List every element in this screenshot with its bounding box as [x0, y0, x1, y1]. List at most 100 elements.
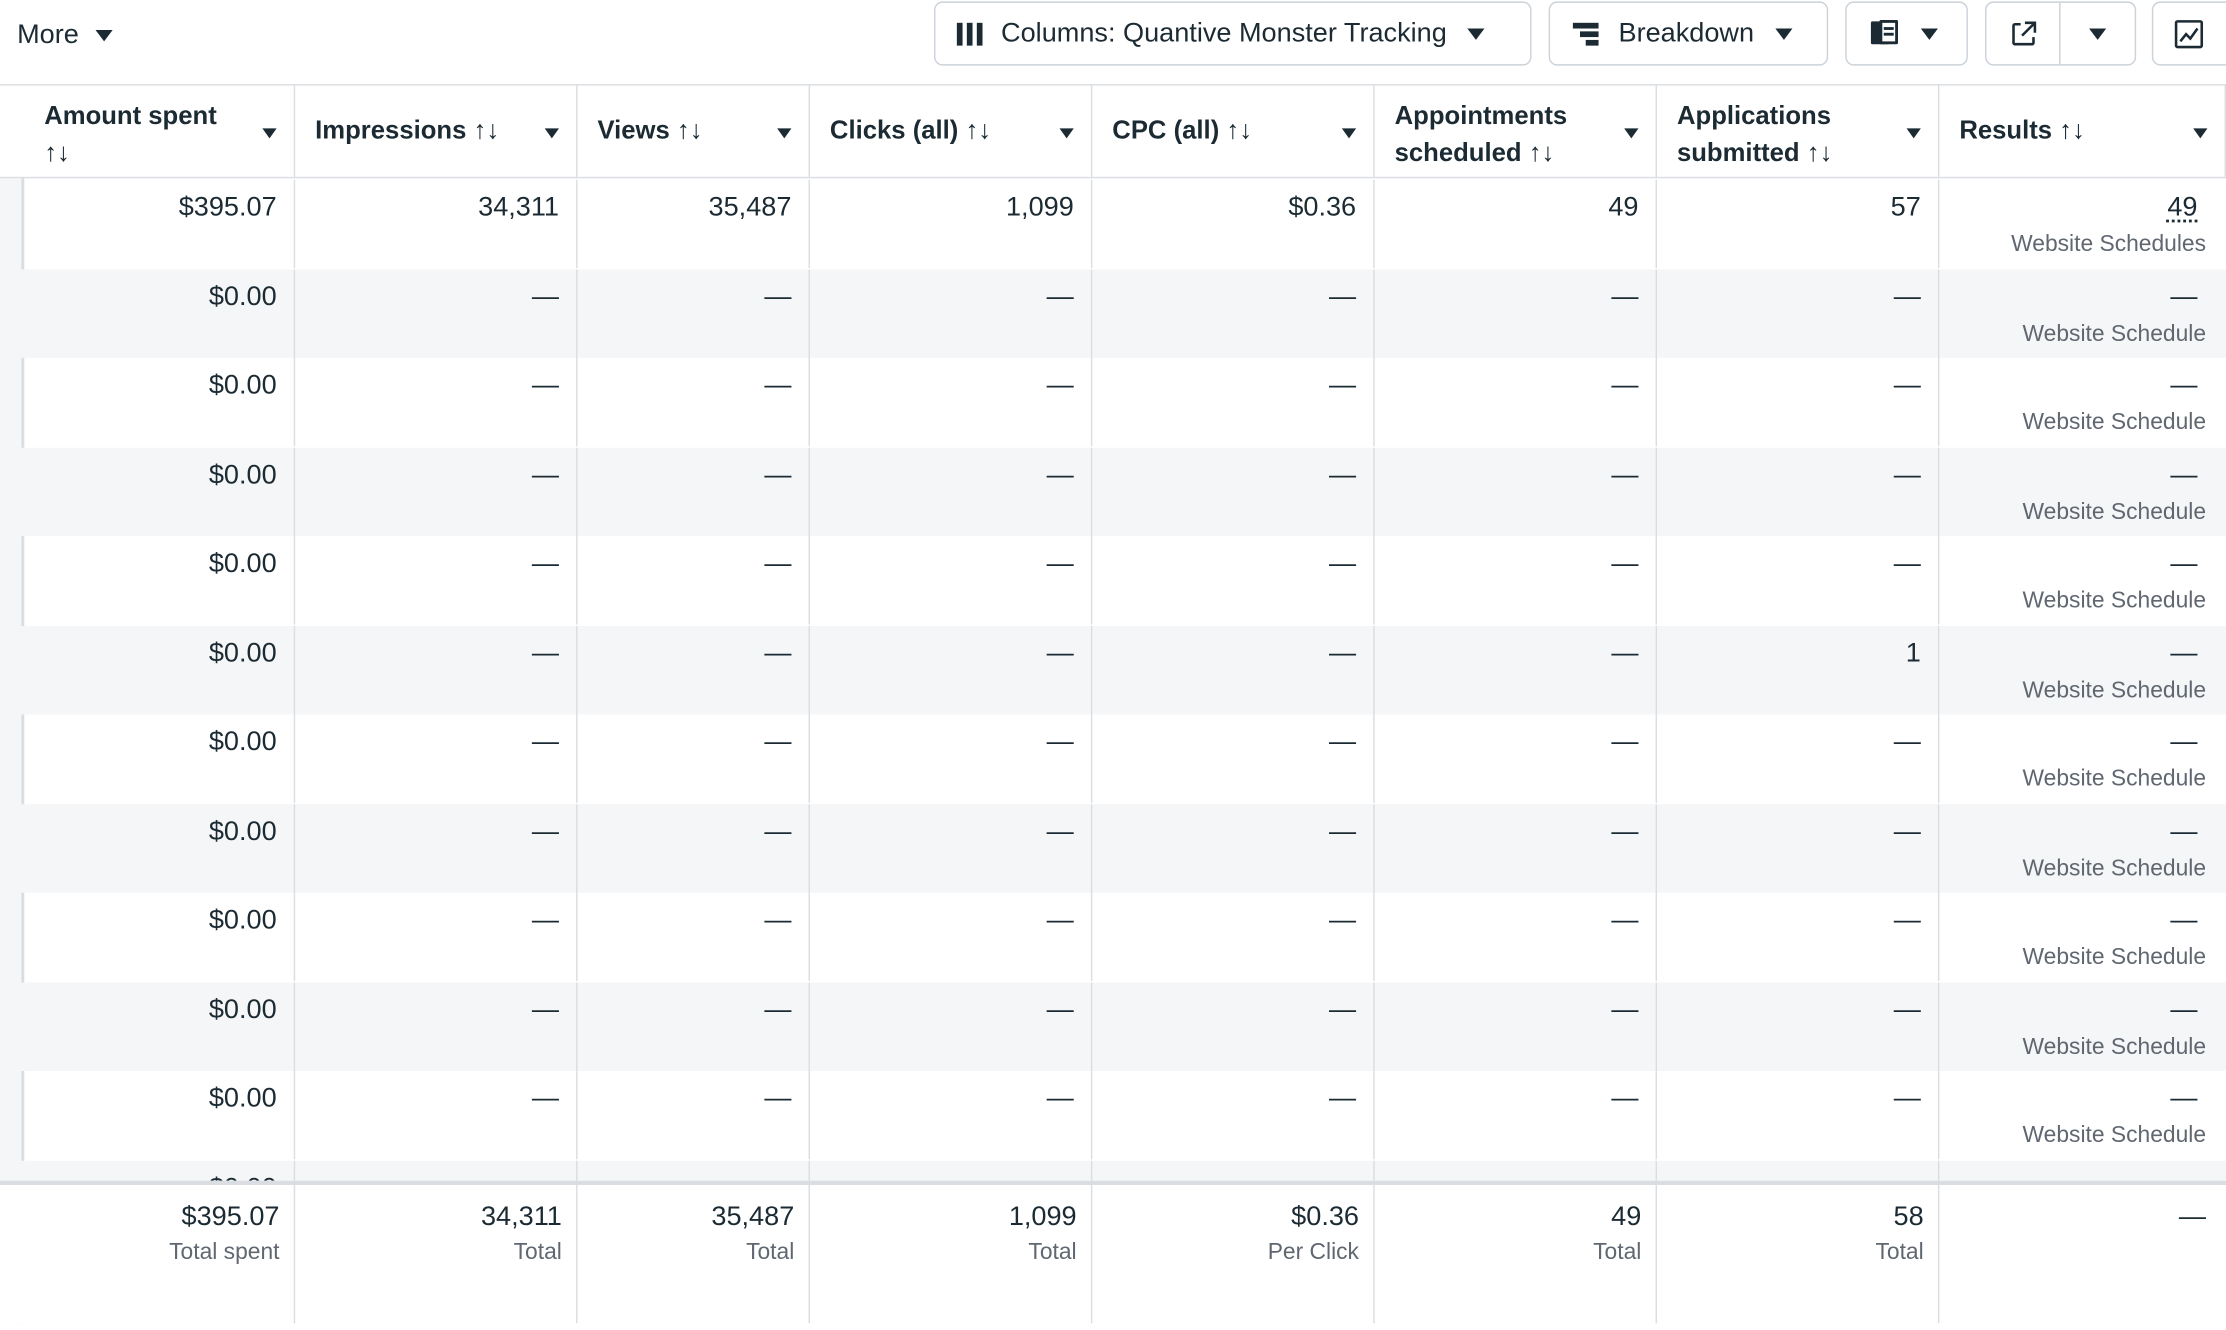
table-cell-appointments — [1375, 1160, 1658, 1181]
column-header-applications[interactable]: Applications submitted ↑↓ — [1657, 85, 1940, 179]
column-header-impressions[interactable]: Impressions ↑↓ — [295, 85, 578, 179]
result-type-label: Website Schedule — [2022, 410, 2207, 435]
chevron-down-icon[interactable] — [777, 128, 792, 139]
result-type-label: Website Schedule — [2022, 1123, 2207, 1148]
cell-value: $0.00 — [208, 816, 277, 847]
cell-value: — — [764, 1083, 792, 1114]
table-cell-applications: — — [1657, 536, 1940, 625]
cell-value: — — [1611, 994, 1639, 1025]
total-label: Total — [513, 1240, 562, 1265]
cell-value: — — [2170, 549, 2198, 579]
export-button-group — [1984, 1, 2137, 66]
chevron-down-icon[interactable] — [262, 128, 277, 139]
table-cell-results: — Website Schedule — [1939, 804, 2226, 892]
chevron-down-icon[interactable] — [1624, 128, 1639, 139]
table-cell-clicks: — — [810, 357, 1093, 447]
table-cell-results: — Website Schedule — [1939, 1071, 2226, 1159]
cell-value: $0.00 — [208, 905, 277, 936]
export-dropdown-button[interactable] — [2061, 3, 2135, 64]
table-cell-appointments: — — [1375, 803, 1658, 892]
column-header-amount[interactable]: Amount spent ↑↓ — [24, 85, 296, 179]
cell-value: $0.00 — [208, 549, 277, 579]
total-value: 1,099 — [1008, 1202, 1077, 1233]
cell-value: — — [1046, 549, 1074, 579]
table-cell-impressions: — — [295, 803, 578, 892]
table-row[interactable]: $0.00 — — — — — — — Website Schedule — [0, 981, 2226, 1071]
table-cell-amount: $0.00 — [24, 981, 296, 1071]
cell-value: 1,099 — [1005, 192, 1074, 223]
cell-value: 49 — [1608, 192, 1639, 223]
table-row[interactable]: $395.07 34,311 35,487 1,099 $0.36 49 57 49 Websi… — [0, 179, 2226, 269]
table-row[interactable]: $0.00 — — — — — 1 — Website Schedule — [0, 625, 2226, 714]
total-cell-cpc: $0.36 Per Click — [1092, 1185, 1375, 1324]
cell-value: — — [2170, 905, 2198, 936]
columns-button[interactable]: Columns: Quantive Monster Tracking — [934, 1, 1532, 66]
column-header-label: Impressions ↑↓ — [315, 115, 500, 145]
column-header-views[interactable]: Views ↑↓ — [578, 85, 810, 179]
table-row[interactable]: $0.00 — — — — — — — Website Schedule — [0, 447, 2226, 536]
result-type-label: Website Schedule — [2022, 321, 2207, 346]
table-cell-clicks: — — [810, 892, 1093, 982]
total-cell-applications: 58 Total — [1657, 1185, 1940, 1324]
table-row[interactable]: $0.00 — — — — — — — Website Schedule — [0, 1070, 2226, 1160]
table-cell-applications: — — [1657, 714, 1940, 803]
cell-value: $0.36 — [1288, 192, 1357, 223]
breakdown-label: Breakdown — [1618, 17, 1755, 48]
cell-value: — — [1893, 459, 1921, 490]
toolbar: More Columns: Quantive Monster Tracking … — [0, 0, 2226, 83]
table-row[interactable]: $0.00 — — — — — — — Website Schedule — [0, 714, 2226, 803]
table-row[interactable]: $0.00 — [0, 1160, 2226, 1181]
cell-value: $0.00 — [208, 638, 277, 669]
table-cell-cpc: — — [1092, 714, 1375, 803]
table-row[interactable]: $0.00 — — — — — — — Website Schedule — [0, 892, 2226, 982]
cell-value: — — [1893, 816, 1921, 847]
cell-value: — — [1046, 370, 1074, 401]
cell-value: — — [2170, 370, 2198, 401]
total-value: — — [2178, 1202, 2207, 1233]
table-cell-results: — Website Schedule — [1939, 536, 2226, 624]
table-row[interactable]: $0.00 — — — — — — — Website Schedule — [0, 268, 2226, 358]
total-cell-impressions: 34,311 Total — [295, 1185, 578, 1324]
cell-value: — — [1046, 281, 1074, 312]
breakdown-button[interactable]: Breakdown — [1548, 1, 1829, 66]
cell-value: — — [764, 905, 792, 936]
table-cell-views: 35,487 — [578, 179, 810, 269]
cell-value: — — [2170, 1083, 2198, 1114]
result-type-label: Website Schedule — [2022, 856, 2207, 881]
more-button[interactable]: More — [17, 17, 114, 54]
chevron-down-icon[interactable] — [1341, 128, 1357, 139]
export-icon — [2011, 20, 2036, 45]
table-row[interactable]: $0.00 — — — — — — — Website Schedule — [0, 803, 2226, 892]
total-value: 35,487 — [711, 1202, 795, 1233]
export-button[interactable] — [1986, 2, 2061, 65]
table-cell-views — [578, 1160, 810, 1181]
cell-value: 1 — [1905, 638, 1921, 669]
table-cell-appointments: — — [1375, 268, 1658, 358]
totals-row: $395.07 Total spent 34,311 Total 35,487 Total… — [0, 1185, 2226, 1324]
cell-value: — — [1046, 994, 1074, 1025]
cell-value: — — [1611, 281, 1639, 312]
column-header-label: Results ↑↓ — [1959, 115, 2085, 145]
cell-value: — — [1893, 994, 1921, 1025]
cell-value: — — [531, 1083, 559, 1114]
chevron-down-icon[interactable] — [1906, 128, 1921, 139]
chevron-down-icon[interactable] — [1059, 128, 1074, 139]
table-row[interactable]: $0.00 — — — — — — — Website Schedule — [0, 536, 2226, 625]
view-charts-button[interactable] — [2151, 1, 2226, 66]
table-row[interactable]: $0.00 — — — — — — — Website Schedule — [0, 357, 2226, 447]
cell-value: 34,311 — [478, 192, 559, 223]
cell-value: — — [1329, 549, 1357, 579]
table-cell-clicks — [810, 1160, 1093, 1181]
total-value: $0.36 — [1291, 1202, 1359, 1233]
table-cell-applications: — — [1657, 981, 1940, 1071]
column-header-results[interactable]: Results ↑↓ — [1939, 85, 2226, 179]
reports-button[interactable] — [1845, 1, 1968, 66]
chevron-down-icon[interactable] — [2193, 128, 2208, 139]
column-header-clicks[interactable]: Clicks (all) ↑↓ — [810, 85, 1093, 179]
table-cell-amount: $0.00 — [24, 1160, 296, 1181]
column-header-appointments[interactable]: Appointments scheduled ↑↓ — [1375, 85, 1658, 179]
column-header-cpc[interactable]: CPC (all) ↑↓ — [1092, 85, 1375, 179]
chevron-down-icon[interactable] — [544, 128, 559, 139]
table-cell-amount: $0.00 — [24, 357, 296, 447]
breakdown-icon — [1572, 22, 1599, 45]
